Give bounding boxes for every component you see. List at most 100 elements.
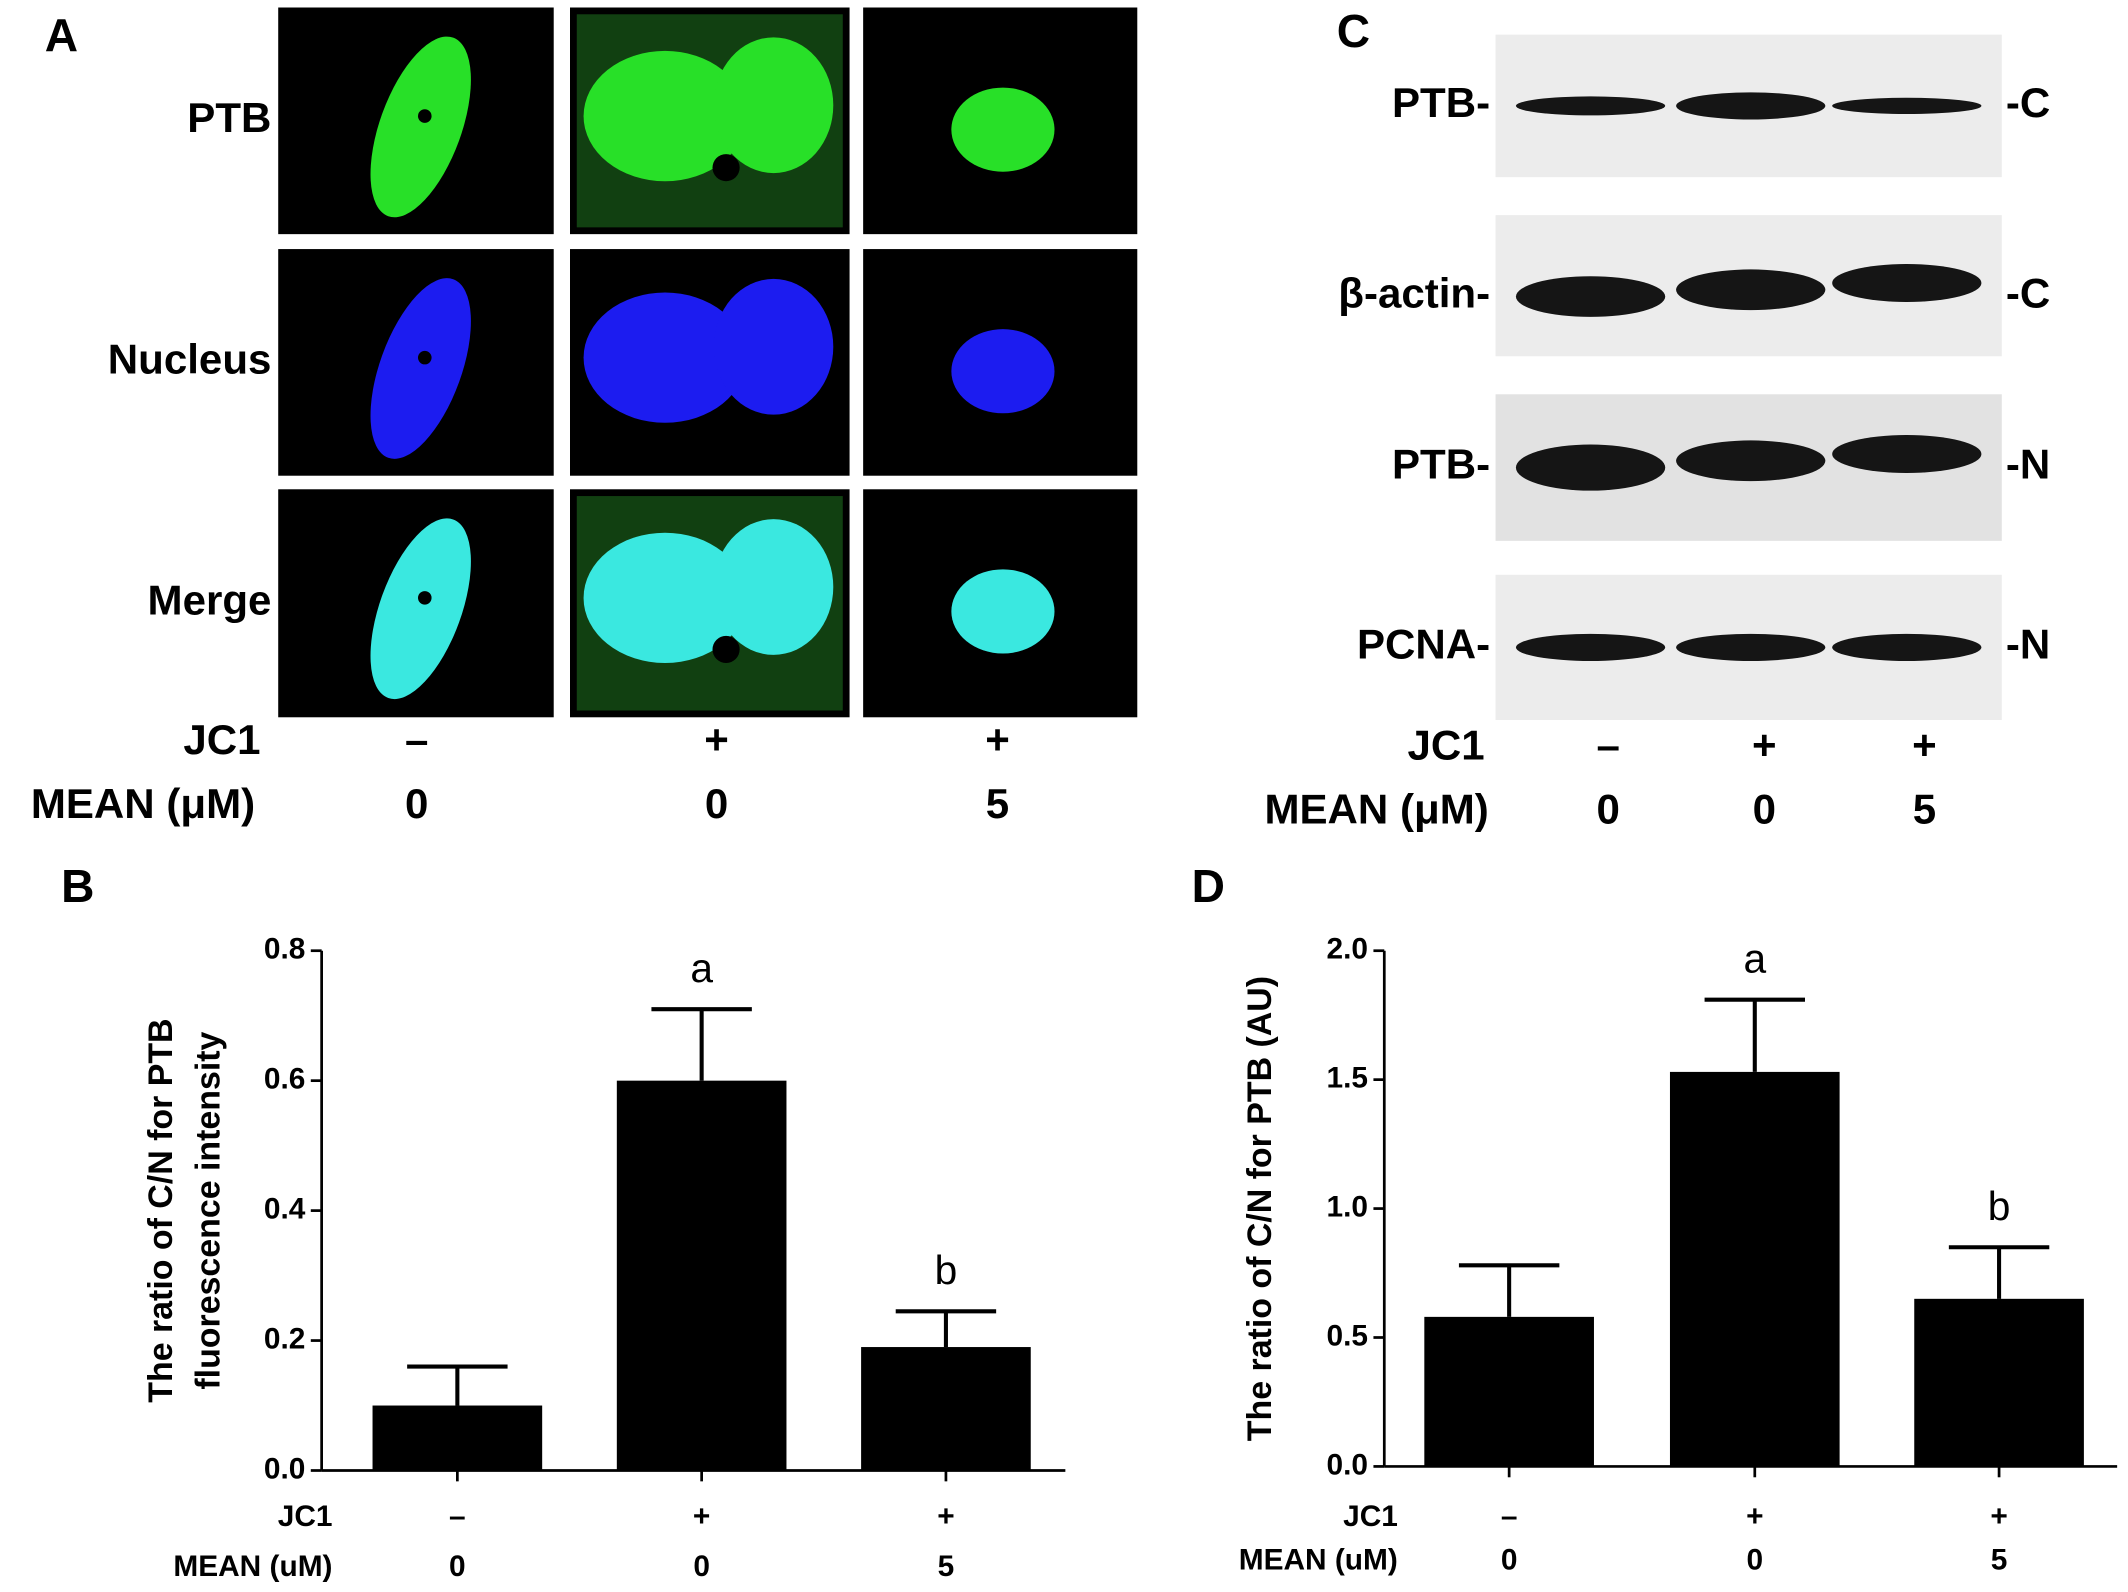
- x-tick-label: –: [449, 1500, 466, 1533]
- condition-value: –: [1597, 722, 1620, 769]
- bar: [616, 1080, 787, 1471]
- category-label: JC1: [1343, 1500, 1398, 1533]
- condition-value: 0: [405, 780, 428, 827]
- bar: [1669, 1071, 1840, 1467]
- panel-label: C: [1337, 5, 1370, 57]
- nucleus: [951, 329, 1055, 414]
- nucleolus: [418, 591, 432, 605]
- cell: [370, 278, 471, 459]
- band-label: β-actin-: [1338, 270, 1490, 317]
- band: [1676, 92, 1826, 120]
- y-tick-label: 1.5: [1327, 1062, 1369, 1095]
- nucleus: [713, 37, 834, 174]
- band-label: PTB-: [1392, 441, 1490, 488]
- x-tick-label: +: [937, 1500, 954, 1533]
- y-tick-label: 1.0: [1327, 1190, 1369, 1223]
- row-label: PTB: [187, 94, 271, 141]
- panel-label: D: [1192, 860, 1225, 912]
- bar: [1424, 1316, 1594, 1467]
- y-axis-label: The ratio of C/N for PTB: [142, 1018, 180, 1402]
- band: [1515, 633, 1666, 661]
- significance-letter: b: [1988, 1183, 2011, 1229]
- band: [1515, 276, 1666, 317]
- nucleus: [583, 50, 747, 182]
- band: [1832, 264, 1982, 302]
- x-tick-label: +: [1746, 1500, 1763, 1533]
- band: [1676, 633, 1826, 661]
- fraction-label: -C: [2006, 270, 2050, 317]
- x-tick-label: 0: [449, 1550, 466, 1583]
- y-tick-label: 2.0: [1327, 933, 1369, 966]
- band: [1832, 633, 1982, 661]
- y-tick-label: 0.2: [264, 1322, 306, 1355]
- vacuole: [712, 154, 740, 182]
- row-label: Nucleus: [108, 336, 272, 383]
- condition-value: 0: [1753, 785, 1776, 832]
- condition-label: MEAN (μM): [1264, 785, 1488, 832]
- band: [1515, 444, 1666, 491]
- nucleus: [713, 278, 834, 415]
- nucleus: [951, 87, 1055, 172]
- y-tick-label: 0.0: [264, 1452, 306, 1485]
- condition-label: MEAN (μM): [31, 780, 255, 827]
- cell: [370, 36, 471, 218]
- nucleolus: [418, 109, 432, 123]
- x-tick-label: 0: [693, 1550, 710, 1583]
- x-tick-label: 0: [1746, 1543, 1763, 1576]
- bar: [1914, 1298, 2084, 1467]
- category-label: MEAN (uM): [173, 1550, 332, 1583]
- condition-value: 0: [1597, 785, 1620, 832]
- category-label: JC1: [278, 1500, 333, 1533]
- band: [1676, 440, 1826, 482]
- bar: [861, 1347, 1031, 1471]
- y-tick-label: 0.6: [264, 1063, 306, 1096]
- band: [1515, 96, 1666, 116]
- nucleus: [583, 532, 747, 663]
- cell: [370, 518, 471, 700]
- condition-value: –: [405, 716, 428, 763]
- nucleolus: [418, 350, 432, 365]
- condition-value: 5: [986, 780, 1009, 827]
- band: [1832, 97, 1982, 115]
- condition-value: 0: [705, 780, 728, 827]
- condition-value: 5: [1913, 785, 1936, 832]
- nucleus: [713, 519, 834, 655]
- x-tick-label: –: [1501, 1500, 1518, 1533]
- condition-label: JC1: [183, 716, 260, 763]
- row-label: Merge: [148, 576, 272, 623]
- x-tick-label: 0: [1501, 1543, 1518, 1576]
- vacuole: [712, 635, 740, 663]
- condition-value: +: [704, 716, 729, 763]
- x-tick-label: 5: [938, 1550, 955, 1583]
- category-label: MEAN (uM): [1239, 1543, 1398, 1576]
- band: [1676, 269, 1826, 311]
- condition-value: +: [985, 716, 1010, 763]
- significance-letter: a: [1743, 935, 1766, 981]
- panel-label: A: [45, 9, 78, 61]
- x-tick-label: +: [1990, 1500, 2007, 1533]
- nucleus: [951, 569, 1055, 654]
- y-axis-label: fluorescence intensity: [189, 1031, 227, 1389]
- y-tick-label: 0.4: [264, 1192, 306, 1225]
- band: [1832, 435, 1982, 473]
- fraction-label: -N: [2006, 441, 2050, 488]
- x-tick-label: 5: [1991, 1543, 2008, 1576]
- condition-value: +: [1912, 722, 1937, 769]
- condition-label: JC1: [1408, 722, 1485, 769]
- condition-value: +: [1752, 722, 1777, 769]
- fraction-label: -N: [2006, 621, 2050, 668]
- nucleus: [583, 292, 747, 423]
- band-label: PTB-: [1392, 79, 1490, 126]
- y-tick-label: 0.5: [1327, 1319, 1369, 1352]
- band-label: PCNA-: [1357, 621, 1490, 668]
- fraction-label: -C: [2006, 79, 2050, 126]
- significance-letter: b: [935, 1247, 958, 1293]
- bar: [372, 1405, 543, 1471]
- x-tick-label: +: [693, 1500, 710, 1533]
- y-tick-label: 0.0: [1327, 1448, 1369, 1481]
- panel-label: B: [61, 860, 94, 912]
- y-axis-label: The ratio of C/N for PTB (AU): [1241, 976, 1279, 1441]
- significance-letter: a: [690, 945, 713, 991]
- y-tick-label: 0.8: [264, 933, 306, 966]
